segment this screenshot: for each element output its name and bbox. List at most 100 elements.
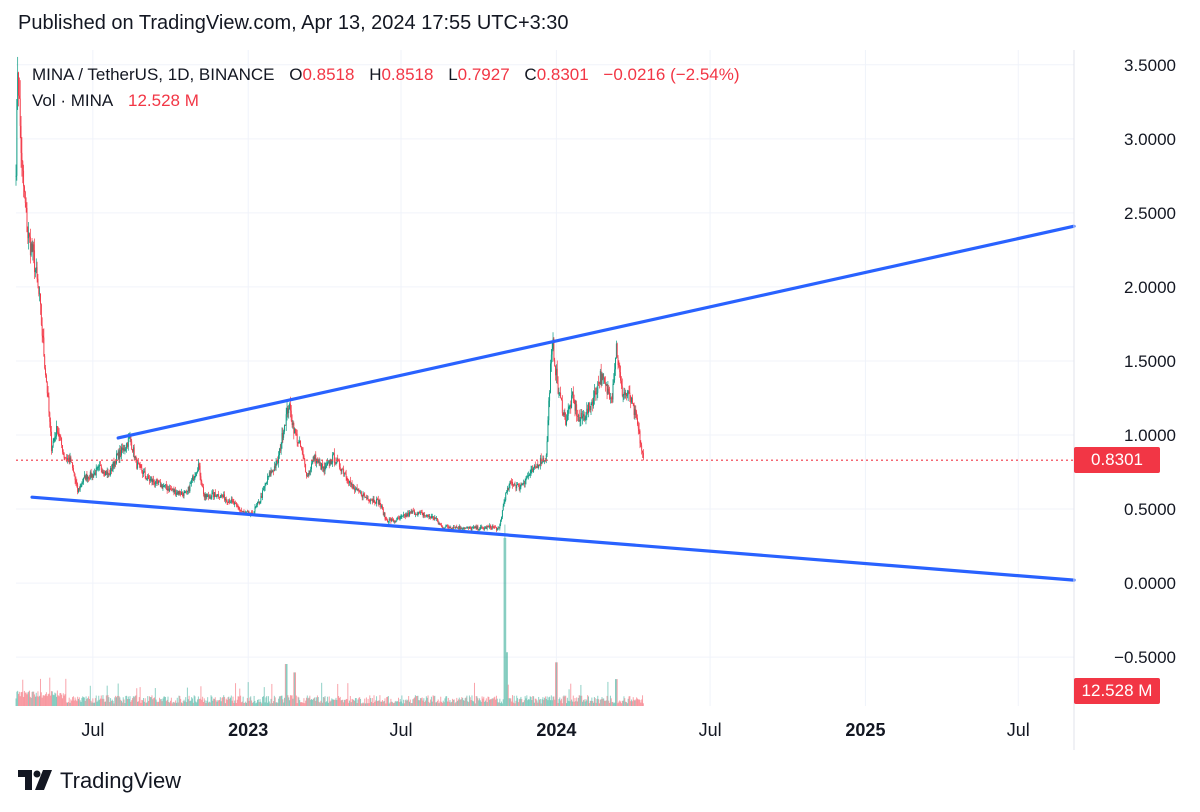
candle <box>621 378 623 398</box>
candle <box>480 524 482 529</box>
candle <box>421 509 423 516</box>
volume-bar <box>354 700 356 706</box>
candle-body <box>165 484 167 488</box>
trendline-upper[interactable] <box>116 224 1076 440</box>
candle-body <box>287 408 289 414</box>
candle-body <box>213 492 215 498</box>
candle-body <box>488 526 490 528</box>
candle-body <box>605 384 607 385</box>
candle-body <box>637 424 639 429</box>
candle-body <box>569 404 571 407</box>
volume-bar <box>30 697 32 706</box>
candle <box>352 483 354 490</box>
candle-body <box>391 519 393 522</box>
candle-body <box>557 383 559 394</box>
candle-body <box>268 476 269 477</box>
volume-bar <box>310 699 312 706</box>
candle <box>309 470 311 475</box>
candle <box>51 445 53 454</box>
candle-body <box>224 498 226 501</box>
trendline-lower[interactable] <box>30 495 1076 582</box>
candle <box>88 476 90 482</box>
candle-body <box>354 487 356 491</box>
candle <box>638 422 640 434</box>
candle <box>371 498 373 505</box>
volume-bar <box>99 698 101 706</box>
candle-body <box>612 383 614 400</box>
volume-bar <box>138 697 140 706</box>
candle <box>591 399 593 406</box>
volume-bar <box>389 702 391 706</box>
volume-bar <box>463 700 465 706</box>
candle-body <box>438 523 440 524</box>
candle <box>603 373 605 384</box>
candle-body <box>474 526 476 528</box>
candle-body <box>529 472 531 476</box>
candle-body <box>342 468 344 470</box>
tradingview-brand[interactable]: TradingView <box>18 768 181 794</box>
candle <box>496 527 498 531</box>
candle <box>104 470 106 477</box>
candle-body <box>140 465 142 468</box>
candle-body <box>213 492 215 498</box>
candle <box>387 518 388 523</box>
volume-bar <box>94 702 96 706</box>
volume-bar <box>133 697 135 706</box>
candle-body <box>420 512 421 514</box>
candle-body <box>201 481 203 486</box>
volume-bar <box>22 679 24 706</box>
volume-bar <box>492 698 494 706</box>
candle <box>635 405 637 419</box>
candle <box>516 482 518 491</box>
candle <box>453 524 455 528</box>
candle-body <box>89 478 90 480</box>
volume-bar <box>599 699 601 706</box>
candle-body <box>495 527 497 531</box>
candle <box>36 261 38 283</box>
candle-body <box>280 444 282 451</box>
volume-bar <box>190 700 192 706</box>
volume-bar <box>444 698 446 706</box>
volume-bar <box>595 702 597 706</box>
candle-body <box>90 471 92 478</box>
volume-bar <box>76 701 78 706</box>
volume-bar <box>554 699 556 706</box>
candle <box>72 462 74 471</box>
candle-body <box>180 493 182 495</box>
candle <box>306 473 308 477</box>
volume-bar <box>18 693 20 706</box>
candle <box>198 462 200 470</box>
candle-body <box>508 484 510 491</box>
candle <box>531 465 533 474</box>
volume-bar <box>521 699 523 706</box>
volume-bar <box>29 696 31 706</box>
volume-bar <box>551 700 553 706</box>
candle-body <box>230 499 232 503</box>
candle <box>430 516 432 520</box>
candle <box>70 455 72 463</box>
candle-body <box>54 436 56 439</box>
candle-body <box>631 397 632 403</box>
volume-bar <box>458 697 460 706</box>
candle <box>84 475 86 481</box>
candle <box>58 428 60 442</box>
candle <box>396 517 398 522</box>
candle <box>29 232 30 243</box>
candle-body <box>470 527 472 530</box>
volume-bar <box>464 698 466 706</box>
volume-bar <box>117 683 119 706</box>
candle <box>279 444 281 453</box>
candle-body <box>257 502 258 505</box>
volume-bar <box>598 699 600 706</box>
volume-bar <box>55 693 57 706</box>
candle-body <box>373 498 375 503</box>
candle <box>56 425 58 435</box>
volume-bar <box>106 685 108 706</box>
volume-bar <box>511 701 513 706</box>
candle-body <box>533 467 535 472</box>
volume-bar <box>128 698 130 706</box>
volume-bar <box>70 699 72 706</box>
candle-body <box>290 410 292 421</box>
volume-bar <box>533 702 535 706</box>
